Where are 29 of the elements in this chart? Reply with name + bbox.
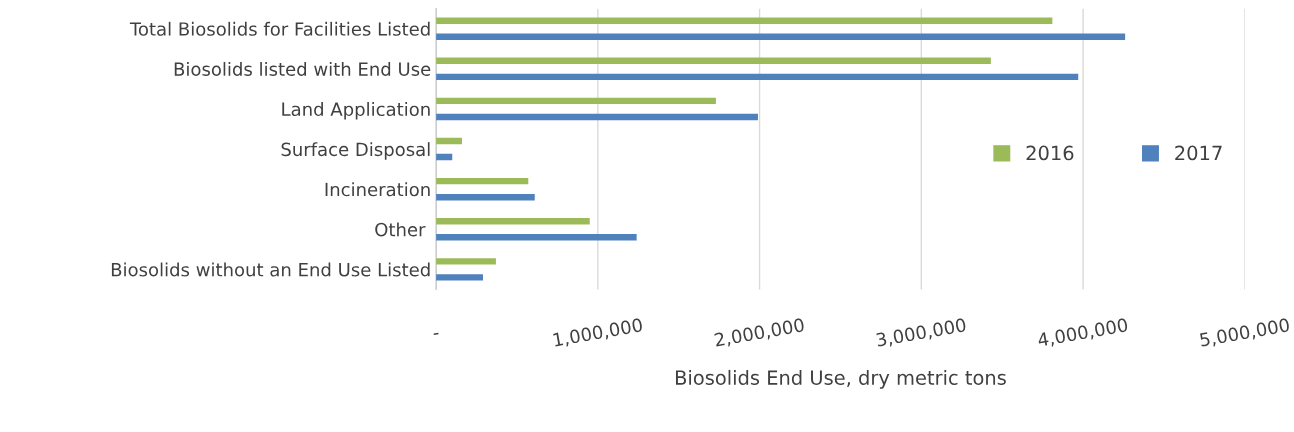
bar — [436, 17, 1053, 24]
bar — [436, 33, 1126, 40]
bar — [436, 113, 758, 121]
bar — [436, 57, 991, 64]
x-tick-label: 1,000,000 — [553, 317, 644, 349]
legend-label: 2017 — [1175, 145, 1222, 161]
y-tick-label: Biosolids listed with End Use — [174, 61, 431, 76]
bar — [436, 193, 535, 201]
bar — [436, 274, 483, 281]
bar — [436, 258, 496, 265]
x-tick-label: 2,000,000 — [714, 317, 805, 349]
y-tick-label: Biosolids without an End Use Listed — [111, 262, 430, 277]
y-tick-label: Land Application — [282, 102, 430, 120]
bar — [436, 137, 462, 145]
y-tick-label: Surface Disposal — [281, 142, 430, 160]
bar — [436, 234, 637, 241]
x-tick-label: 5,000,000 — [1199, 317, 1291, 349]
y-tick-label: Incineration — [325, 182, 430, 197]
x-axis-title: Biosolids End Use, dry metric tons — [675, 369, 1006, 389]
bar — [436, 97, 716, 105]
y-tick-label: Other — [375, 222, 426, 237]
bar — [436, 177, 529, 185]
y-tick-label: Total Biosolids for Facilities Listed — [129, 21, 430, 36]
bar — [436, 218, 590, 225]
bar — [436, 73, 1079, 81]
legend-label: 2016 — [1026, 145, 1074, 161]
x-tick-label: 3,000,000 — [875, 317, 967, 349]
x-tick-label: - — [433, 332, 439, 336]
x-tick-label: 4,000,000 — [1037, 317, 1129, 349]
